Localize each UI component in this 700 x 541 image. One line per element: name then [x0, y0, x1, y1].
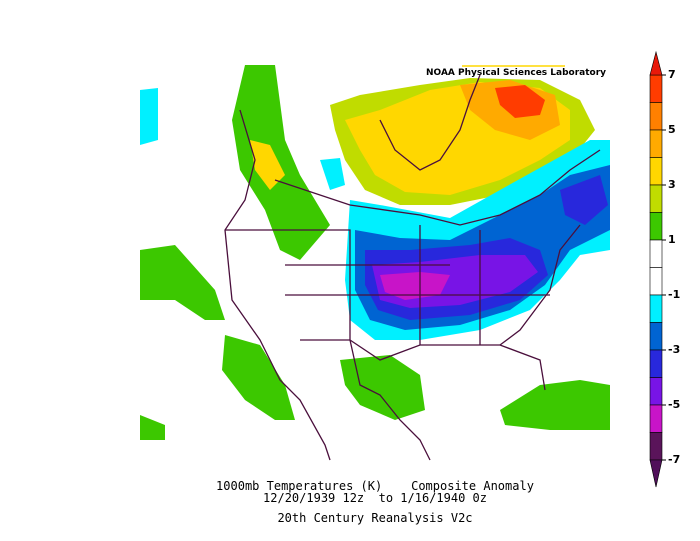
colorbar-tick-label: -3 [668, 343, 680, 356]
green-area [500, 380, 610, 430]
cyan-area [320, 158, 345, 190]
colorbar-band [649, 212, 663, 241]
colorbar-band [649, 102, 663, 131]
colorbar: 7 5 3 1 -1 -3 -5 -7 [649, 50, 680, 488]
colorbar-band [649, 184, 663, 213]
red-area [495, 85, 545, 118]
colorbar-band [649, 404, 663, 433]
border-line [274, 149, 601, 226]
colorbar-band [649, 294, 663, 323]
colorbar-band [649, 349, 663, 378]
colorbar-band [649, 432, 663, 461]
state-border [225, 225, 550, 391]
dark-blue-area [560, 175, 608, 225]
map [140, 65, 610, 461]
green-area [222, 335, 295, 420]
colorbar-tick-label: -5 [668, 398, 680, 411]
colorbar-tick-label: 3 [668, 178, 676, 191]
caption-line: 1000mb Temperatures (K) Composite Anomal… [216, 479, 534, 493]
caption-line: 12/20/1939 12z to 1/16/1940 0z [263, 491, 487, 505]
colorbar-band [649, 322, 663, 351]
colorbar-band [649, 74, 663, 103]
credit: NOAA Physical Sciences Laboratory [426, 68, 606, 78]
magenta-area [380, 272, 450, 300]
colorbar-arrow [649, 50, 663, 76]
green-area [232, 65, 330, 260]
caption-line: 20th Century Reanalysis V2c [277, 511, 472, 525]
colorbar-tick-label: 5 [668, 123, 676, 136]
colorbar-arrow [649, 459, 663, 488]
colorbar-tick-label: -1 [668, 288, 680, 301]
cyan-area [140, 88, 158, 145]
colorbar-band [649, 267, 663, 296]
coastline [224, 109, 331, 461]
colorbar-band [649, 157, 663, 186]
colorbar-band [649, 239, 663, 268]
green-area [340, 355, 425, 420]
colorbar-band [649, 377, 663, 406]
coastline [379, 74, 481, 171]
green-area [140, 415, 165, 440]
colorbar-tick-label: 7 [668, 68, 676, 81]
yellow-area [250, 140, 285, 190]
coastline [349, 224, 581, 461]
green-area [140, 245, 225, 320]
colorbar-tick-label: -7 [668, 453, 680, 466]
colorbar-band [649, 129, 663, 158]
colorbar-tick-label: 1 [668, 233, 676, 246]
